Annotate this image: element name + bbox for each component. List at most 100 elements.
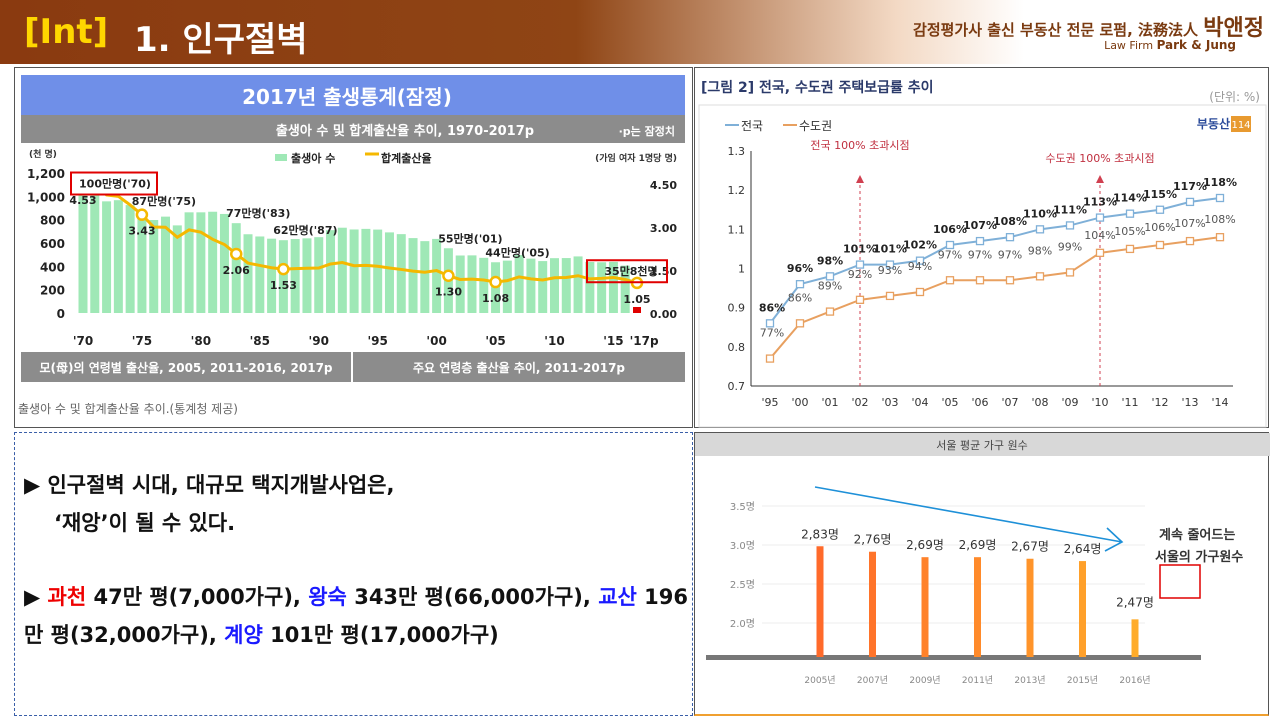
bar-2017-marker [633,307,641,313]
data-label: 89% [818,280,842,293]
y-tick: 0.7 [728,380,746,393]
birth-bar [149,220,159,313]
footer-tab-2-bg [353,352,685,382]
legend-national: 전국 [741,119,763,133]
data-marker [885,291,895,301]
data-label: 77% [760,327,784,340]
data-label: 98% [817,254,843,267]
legend-swatch-births [275,154,287,161]
bullet-2-segment: 47만 평(7,000가구), [86,585,309,609]
tfr-label: 1.30 [435,286,462,299]
annotation-line2: 서울의 가구원수 [1155,549,1243,565]
title-band [695,433,1270,456]
birth-bar [479,257,489,313]
x-tick: '14 [1211,396,1228,409]
birth-bar [196,212,206,313]
y2-tick: 1.50 [650,265,677,278]
data-marker [825,307,835,316]
tfr-marker [442,269,455,282]
tfr-line [82,181,638,285]
x-tick: 2013년 [1014,675,1045,686]
tfr-label: 4.53 [69,194,96,207]
slide-title: 1. 인구절벽 [134,20,308,60]
birth-bar [455,255,465,313]
data-marker [765,354,775,363]
birth-bar [526,258,536,313]
bullet-2-segment: 교산 [598,585,637,609]
birth-bar [373,229,383,313]
birth-bar [349,229,359,313]
bar-label: 2,76명 [854,533,892,547]
text-panel [14,432,693,716]
tfr-marker [277,262,290,276]
y-tick: 1 [738,263,745,276]
birth-bar [78,195,88,313]
bullet-2-text: 과천 47만 평(7,000가구), 왕숙 343만 평(66,000가구), … [24,585,688,647]
y-tick: 400 [40,260,65,274]
x-tick: '80 [191,334,211,348]
birth-bar [290,239,300,313]
y-tick: 0 [57,307,65,321]
tfr-label: 2.06 [223,264,250,277]
data-label: 93% [878,264,902,277]
data-label: 101% [843,243,877,256]
firm-en-prefix: Law Firm [1104,39,1154,52]
birth-bar [184,212,194,313]
data-marker [1215,193,1225,203]
birth-bar [561,258,571,313]
x-tick: 2007년 [857,675,888,686]
data-label: 111% [1053,203,1087,216]
birth-bar [102,201,112,313]
y-tick: 1,200 [27,167,65,181]
data-label: 97% [998,248,1022,261]
birth-chart-panel: 2017년 출생통계(잠정) 출생아 수 및 합계출산율 추이, 1970-201… [14,67,693,428]
y-tick: 2.0명 [730,618,755,630]
birth-bar [255,236,265,313]
data-label: 105% [1114,225,1145,238]
x-tick: '12 [1151,396,1168,409]
x-tick: '13 [1181,396,1198,409]
data-marker [1125,244,1135,254]
data-marker [915,256,925,265]
household-chart-panel: 서울 평균 가구 원수 2.0명 2.5명 3.0명 3.5명 2,83명 2005년 2,7… [694,432,1270,716]
data-marker [825,272,835,281]
data-marker [1185,197,1195,207]
y-tick: 1.3 [728,145,746,158]
birth-bar [408,238,418,313]
firm-en-name: Park & Jung [1156,38,1236,52]
data-marker [1095,213,1105,222]
y2-axis-label: (가임 여자 1명당 명) [595,152,677,164]
x-tick: '95 [761,396,778,409]
y-tick: 200 [40,284,65,298]
data-marker [1215,233,1225,242]
data-marker [795,319,805,328]
birth-annotation: 87만명('75) [132,194,196,208]
birth-bar [125,205,135,313]
birth-annotation: 77만명('83) [226,206,290,220]
birth-annotation: 35만8천명 [604,264,657,278]
footer-tab-2: 주요 연령층 출산율 추이, 2011-2017p [413,360,625,375]
x-tick: '10 [544,334,564,348]
legend-capital: 수도권 [799,119,832,133]
y-tick: 0.8 [728,341,746,354]
data-marker [1125,209,1135,218]
threshold-label: 수도권 100% 초과시점 [1045,152,1154,165]
birth-bar [514,255,524,313]
bullet-2-segment: 계양 [224,623,263,647]
y-tick: 600 [40,237,65,251]
firm-logo: 감정평가사 출신 부동산 전문 로펌, 法務法人 박앤정 [913,10,1264,42]
data-label: 102% [903,239,937,252]
x-tick: '05 [941,396,958,409]
data-label: 117% [1173,180,1207,193]
birth-bar [243,234,253,313]
birth-bar [420,241,430,313]
bar-label: 2,47명 [1116,595,1154,609]
birth-bar [608,261,618,313]
data-label: 97% [938,248,962,261]
x-tick: '08 [1031,396,1048,409]
data-marker [765,319,775,328]
data-label: 104% [1084,229,1115,242]
x-tick: '05 [485,334,505,348]
y2-tick: 4.50 [650,179,677,192]
household-bar [1026,558,1034,657]
